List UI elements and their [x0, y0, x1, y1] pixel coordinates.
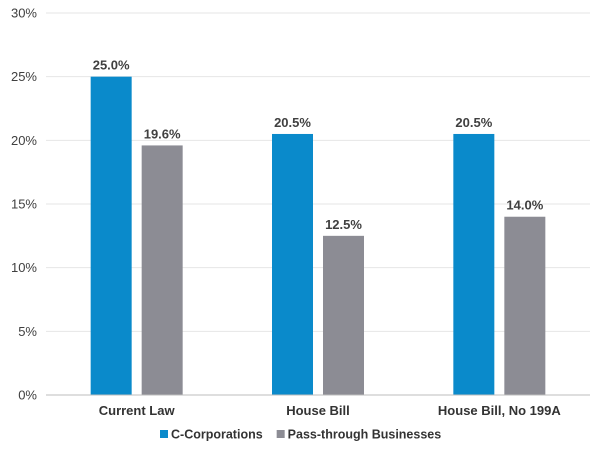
- y-tick-label: 25%: [11, 69, 37, 84]
- data-label: 12.5%: [325, 217, 362, 232]
- bar-pass-through-businesses-0: [141, 145, 183, 395]
- bar-pass-through-businesses-1: [323, 235, 364, 395]
- y-tick-label: 15%: [11, 197, 37, 212]
- x-category-label: Current Law: [99, 403, 176, 418]
- y-tick-label: 30%: [11, 6, 37, 21]
- bar-pass-through-businesses-2: [504, 216, 546, 395]
- x-category-label: House Bill: [286, 403, 350, 418]
- bar-c-corporations-1: [272, 133, 313, 395]
- y-tick-label: 20%: [11, 133, 37, 148]
- data-label: 20.5%: [455, 115, 492, 130]
- data-labels: 25.0% 19.6% 20.5% 12.5% 20.5% 14.0%: [93, 58, 544, 232]
- y-tick-label: 5%: [18, 324, 37, 339]
- y-tick-label: 0%: [18, 388, 37, 403]
- data-label: 19.6%: [144, 126, 181, 141]
- legend: C-Corporations Pass-through Businesses: [160, 428, 441, 442]
- legend-label: C-Corporations: [171, 428, 263, 442]
- bar-c-corporations-0: [90, 76, 132, 396]
- legend-label: Pass-through Businesses: [288, 428, 442, 442]
- data-label: 14.0%: [506, 198, 543, 213]
- bar-c-corporations-2: [453, 133, 495, 395]
- legend-swatch: [160, 430, 168, 438]
- gridlines: [46, 12, 590, 332]
- y-tick-label: 10%: [11, 260, 37, 275]
- bars: [90, 76, 546, 396]
- x-category-label: House Bill, No 199A: [438, 403, 561, 418]
- data-label: 20.5%: [274, 115, 311, 130]
- data-label: 25.0%: [93, 58, 130, 73]
- x-axis: Current Law House Bill House Bill, No 199A: [46, 394, 590, 418]
- y-axis: 0% 5% 10% 15% 20% 25% 30%: [11, 6, 37, 403]
- legend-swatch: [276, 430, 285, 438]
